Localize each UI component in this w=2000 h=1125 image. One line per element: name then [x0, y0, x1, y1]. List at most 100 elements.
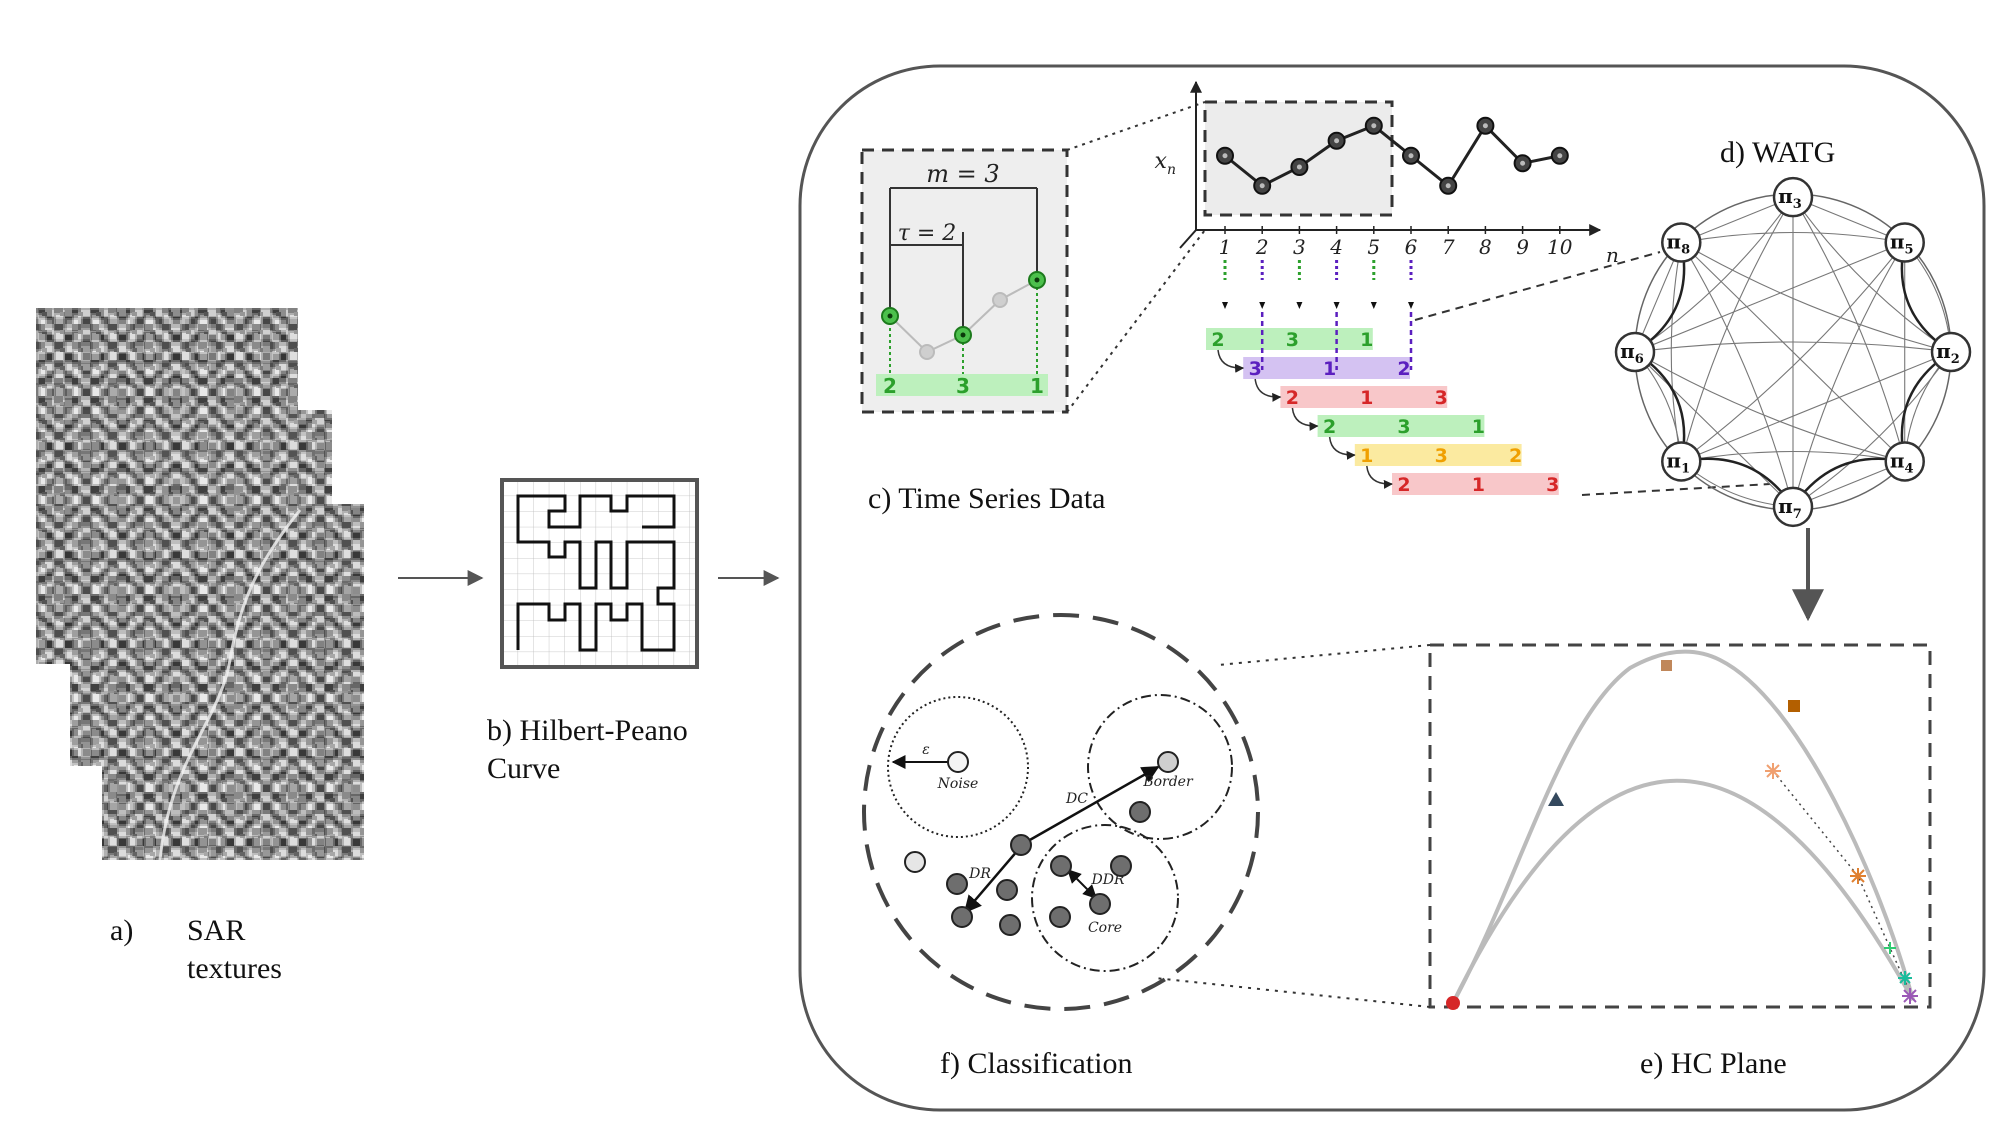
ts-x-label: n	[1606, 243, 1619, 267]
hc-point-star-3	[1884, 942, 1896, 954]
watg-node-label: π6	[1620, 339, 1644, 367]
pattern-digit: 3	[1435, 445, 1448, 467]
watg-edge	[1681, 231, 1905, 244]
hc-lower-bound	[1451, 778, 1915, 1004]
caption-a-prefix: a)	[110, 914, 133, 947]
data-point	[996, 879, 1018, 901]
caption-c: c) Time Series Data	[868, 482, 1105, 515]
data-point	[1110, 855, 1132, 877]
hc-point-star-5	[1902, 988, 1918, 1004]
watg-edge	[1634, 242, 1905, 353]
noise-neighborhood	[887, 696, 1029, 838]
zoom-line-class-top	[1217, 644, 1431, 666]
hc-point-square-1	[1661, 660, 1672, 671]
ts-data-point-center	[1557, 153, 1563, 159]
cluster-boundary	[862, 613, 1260, 1011]
pattern-link	[1217, 349, 1245, 373]
ts-data-point-center	[1334, 138, 1340, 144]
hc-point-star-1	[1765, 763, 1781, 779]
ts-data-point-center	[1445, 183, 1451, 189]
hc-point-square-2	[1788, 700, 1800, 712]
watg-edge	[1792, 196, 1952, 353]
core-label: Core	[1088, 920, 1122, 936]
outlier-point	[904, 851, 926, 873]
pattern-digit: 3	[1397, 416, 1410, 438]
sar-image-stack	[36, 308, 364, 861]
pattern-digit: 3	[1249, 358, 1262, 380]
ts-drop-marker	[1296, 302, 1303, 309]
zoom-line-top	[1066, 101, 1206, 151]
pattern-link	[1254, 378, 1282, 402]
pattern-digit: 3	[1546, 474, 1559, 496]
pattern-digit: 2	[1211, 329, 1224, 351]
watg-edge	[1680, 196, 1794, 462]
watg-node-pi2: π2	[1930, 331, 1972, 373]
embedding-inset: m = 3 τ = 2 2 3 1	[860, 148, 1069, 414]
watg-edge	[1634, 341, 1952, 353]
border-label: Border	[1142, 774, 1194, 790]
hc-upper-bound	[1451, 649, 1915, 1004]
watg-edge	[1680, 242, 1794, 507]
pattern-digit: 1	[1472, 416, 1485, 438]
hc-plane-frame	[1428, 643, 1932, 1009]
pattern-digit: 2	[1509, 445, 1522, 467]
pattern-digit: 2	[1397, 474, 1410, 496]
watg-node-pi5: π5	[1884, 222, 1925, 263]
ts-drop-marker	[1259, 302, 1266, 309]
data-point	[1049, 906, 1071, 928]
ts-tick-label: 8	[1479, 235, 1492, 259]
ts-data-point-center	[1259, 183, 1265, 189]
caption-f: f) Classification	[940, 1047, 1132, 1080]
cluster-points	[946, 801, 1151, 936]
core-neighborhood	[1031, 824, 1179, 972]
ts-tick-label: 4	[1329, 235, 1343, 259]
ts-data-point-center	[1371, 123, 1377, 129]
hc-point-star-4	[1898, 971, 1912, 985]
caption-a-line1: SAR	[187, 914, 245, 947]
watg-node-label: π4	[1890, 448, 1914, 476]
watg-node-label: π3	[1778, 184, 1802, 212]
inset-pattern-digit-2: 3	[956, 374, 970, 398]
ts-data-point-center	[1482, 123, 1488, 129]
sar-image-3	[102, 504, 364, 861]
epsilon-label: ε	[922, 742, 930, 758]
ddr-label: DDR	[1091, 872, 1125, 888]
watg-node-pi8: π8	[1661, 222, 1702, 263]
data-point	[1010, 834, 1032, 856]
pattern-digit: 3	[1435, 387, 1448, 409]
hc-point-triangle	[1548, 792, 1564, 806]
ts-tick-label: 9	[1516, 235, 1529, 259]
pattern-digit: 1	[1360, 445, 1373, 467]
ts-drop-marker	[1333, 302, 1340, 309]
watg-edge	[1670, 242, 1682, 462]
watg-node-label: π1	[1666, 448, 1690, 476]
pattern-band	[1206, 328, 1373, 350]
watg-edge	[1681, 450, 1905, 463]
ddr-arrow	[1067, 869, 1097, 899]
ts-tick-label: 1	[1219, 235, 1232, 259]
pattern-digit: 2	[1286, 387, 1299, 409]
ts-drop-marker	[1222, 302, 1228, 309]
hilbert-curve-panel	[500, 478, 699, 669]
pattern-link	[1291, 407, 1319, 431]
pattern-digit: 2	[1397, 358, 1410, 380]
watg-edge	[1634, 351, 1794, 508]
link-to-watg-bottom	[1581, 483, 1771, 496]
data-point	[1089, 893, 1111, 915]
caption-b-line2: Curve	[487, 752, 560, 785]
m-label: m = 3	[926, 160, 999, 188]
pattern-band	[1280, 386, 1448, 408]
ts-drop-marker	[1370, 302, 1377, 309]
data-point	[1129, 801, 1151, 823]
watg-node-label: π7	[1778, 494, 1802, 522]
pattern-digit: 2	[1323, 416, 1336, 438]
pattern-digit: 1	[1360, 387, 1373, 409]
watg-node-pi1: π1	[1661, 441, 1702, 482]
zoom-line-bottom	[1066, 229, 1206, 413]
pattern-band	[1392, 473, 1559, 495]
dc-arrow	[1020, 765, 1160, 847]
link-to-watg-top	[1414, 251, 1661, 321]
dr-arrow	[963, 849, 1019, 914]
pattern-band	[1243, 357, 1410, 379]
